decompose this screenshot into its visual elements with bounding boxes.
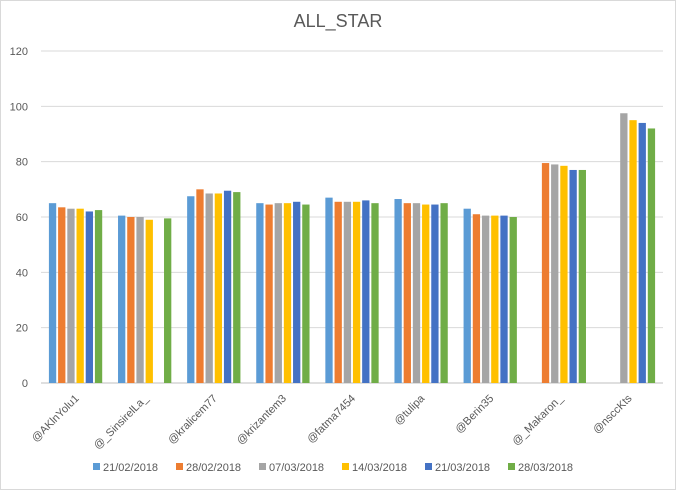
bar <box>325 197 333 383</box>
bar <box>578 169 586 383</box>
bar <box>274 203 282 383</box>
bar <box>118 215 126 383</box>
bar <box>352 201 361 383</box>
legend-swatch <box>93 463 100 470</box>
bar <box>440 203 448 383</box>
bar <box>164 218 172 383</box>
bar <box>362 200 370 383</box>
bar <box>205 193 213 383</box>
bar <box>48 203 57 383</box>
bar <box>58 207 66 383</box>
bar <box>256 203 264 383</box>
bar <box>541 163 550 383</box>
y-tick-label: 40 <box>16 267 28 279</box>
bar <box>560 165 568 383</box>
bar <box>94 210 103 383</box>
bar <box>394 199 402 383</box>
legend-label: 28/03/2018 <box>518 462 573 474</box>
bar <box>491 215 499 383</box>
bar <box>223 190 232 383</box>
x-tick-label: @fatma7454 <box>305 393 358 446</box>
bar <box>302 204 310 383</box>
legend-swatch <box>508 463 515 470</box>
bar <box>136 217 144 383</box>
bar <box>127 217 135 383</box>
bar <box>481 215 490 383</box>
bar <box>509 217 517 383</box>
bar <box>620 113 628 383</box>
bar <box>334 201 342 383</box>
bar <box>569 169 577 383</box>
bar <box>233 192 241 383</box>
bar <box>551 164 559 383</box>
legend-swatch <box>259 463 266 470</box>
legend-label: 28/02/2018 <box>186 462 241 474</box>
bar <box>422 204 430 383</box>
legend-label: 07/03/2018 <box>269 462 324 474</box>
bar <box>472 214 481 383</box>
y-tick-label: 120 <box>10 46 28 58</box>
bar <box>343 201 352 383</box>
x-tick-label: @_SinsirelLa_ <box>92 392 152 452</box>
x-tick-label: @tulipa <box>392 392 428 428</box>
bar <box>431 204 439 383</box>
legend-label: 14/03/2018 <box>352 462 407 474</box>
bar <box>187 196 195 383</box>
bar <box>76 208 84 383</box>
bar <box>638 122 646 383</box>
legend-label: 21/02/2018 <box>103 462 158 474</box>
y-tick-label: 0 <box>22 378 28 390</box>
bar <box>412 203 421 383</box>
bar <box>283 203 292 383</box>
legend-swatch <box>425 463 432 470</box>
bar <box>196 189 204 383</box>
legend-swatch <box>176 463 183 470</box>
bar <box>500 215 508 383</box>
y-tick-label: 80 <box>16 157 28 169</box>
bar <box>145 219 153 383</box>
bar <box>293 201 301 383</box>
bar <box>265 204 273 383</box>
bar <box>67 208 75 383</box>
bar <box>647 128 656 383</box>
bar <box>463 208 471 383</box>
legend-label: 21/03/2018 <box>435 462 490 474</box>
bar <box>214 193 223 383</box>
y-tick-label: 100 <box>10 101 28 113</box>
bar <box>629 120 637 384</box>
y-tick-label: 60 <box>16 212 28 224</box>
legend-swatch <box>342 463 349 470</box>
x-tick-label: @_Makaron_ <box>510 392 566 448</box>
bar <box>371 203 379 383</box>
y-tick-label: 20 <box>16 323 28 335</box>
bar <box>403 203 411 383</box>
x-tick-label: @krizantem3 <box>235 393 289 447</box>
x-tick-label: @AKlnYolu1 <box>30 393 82 445</box>
bar <box>85 211 94 383</box>
x-tick-label: @kralicem77 <box>166 393 220 447</box>
x-tick-label: @Berin35 <box>453 393 496 436</box>
x-tick-label: @nsccKts <box>591 392 635 436</box>
chart-title: ALL_STAR <box>293 11 383 31</box>
